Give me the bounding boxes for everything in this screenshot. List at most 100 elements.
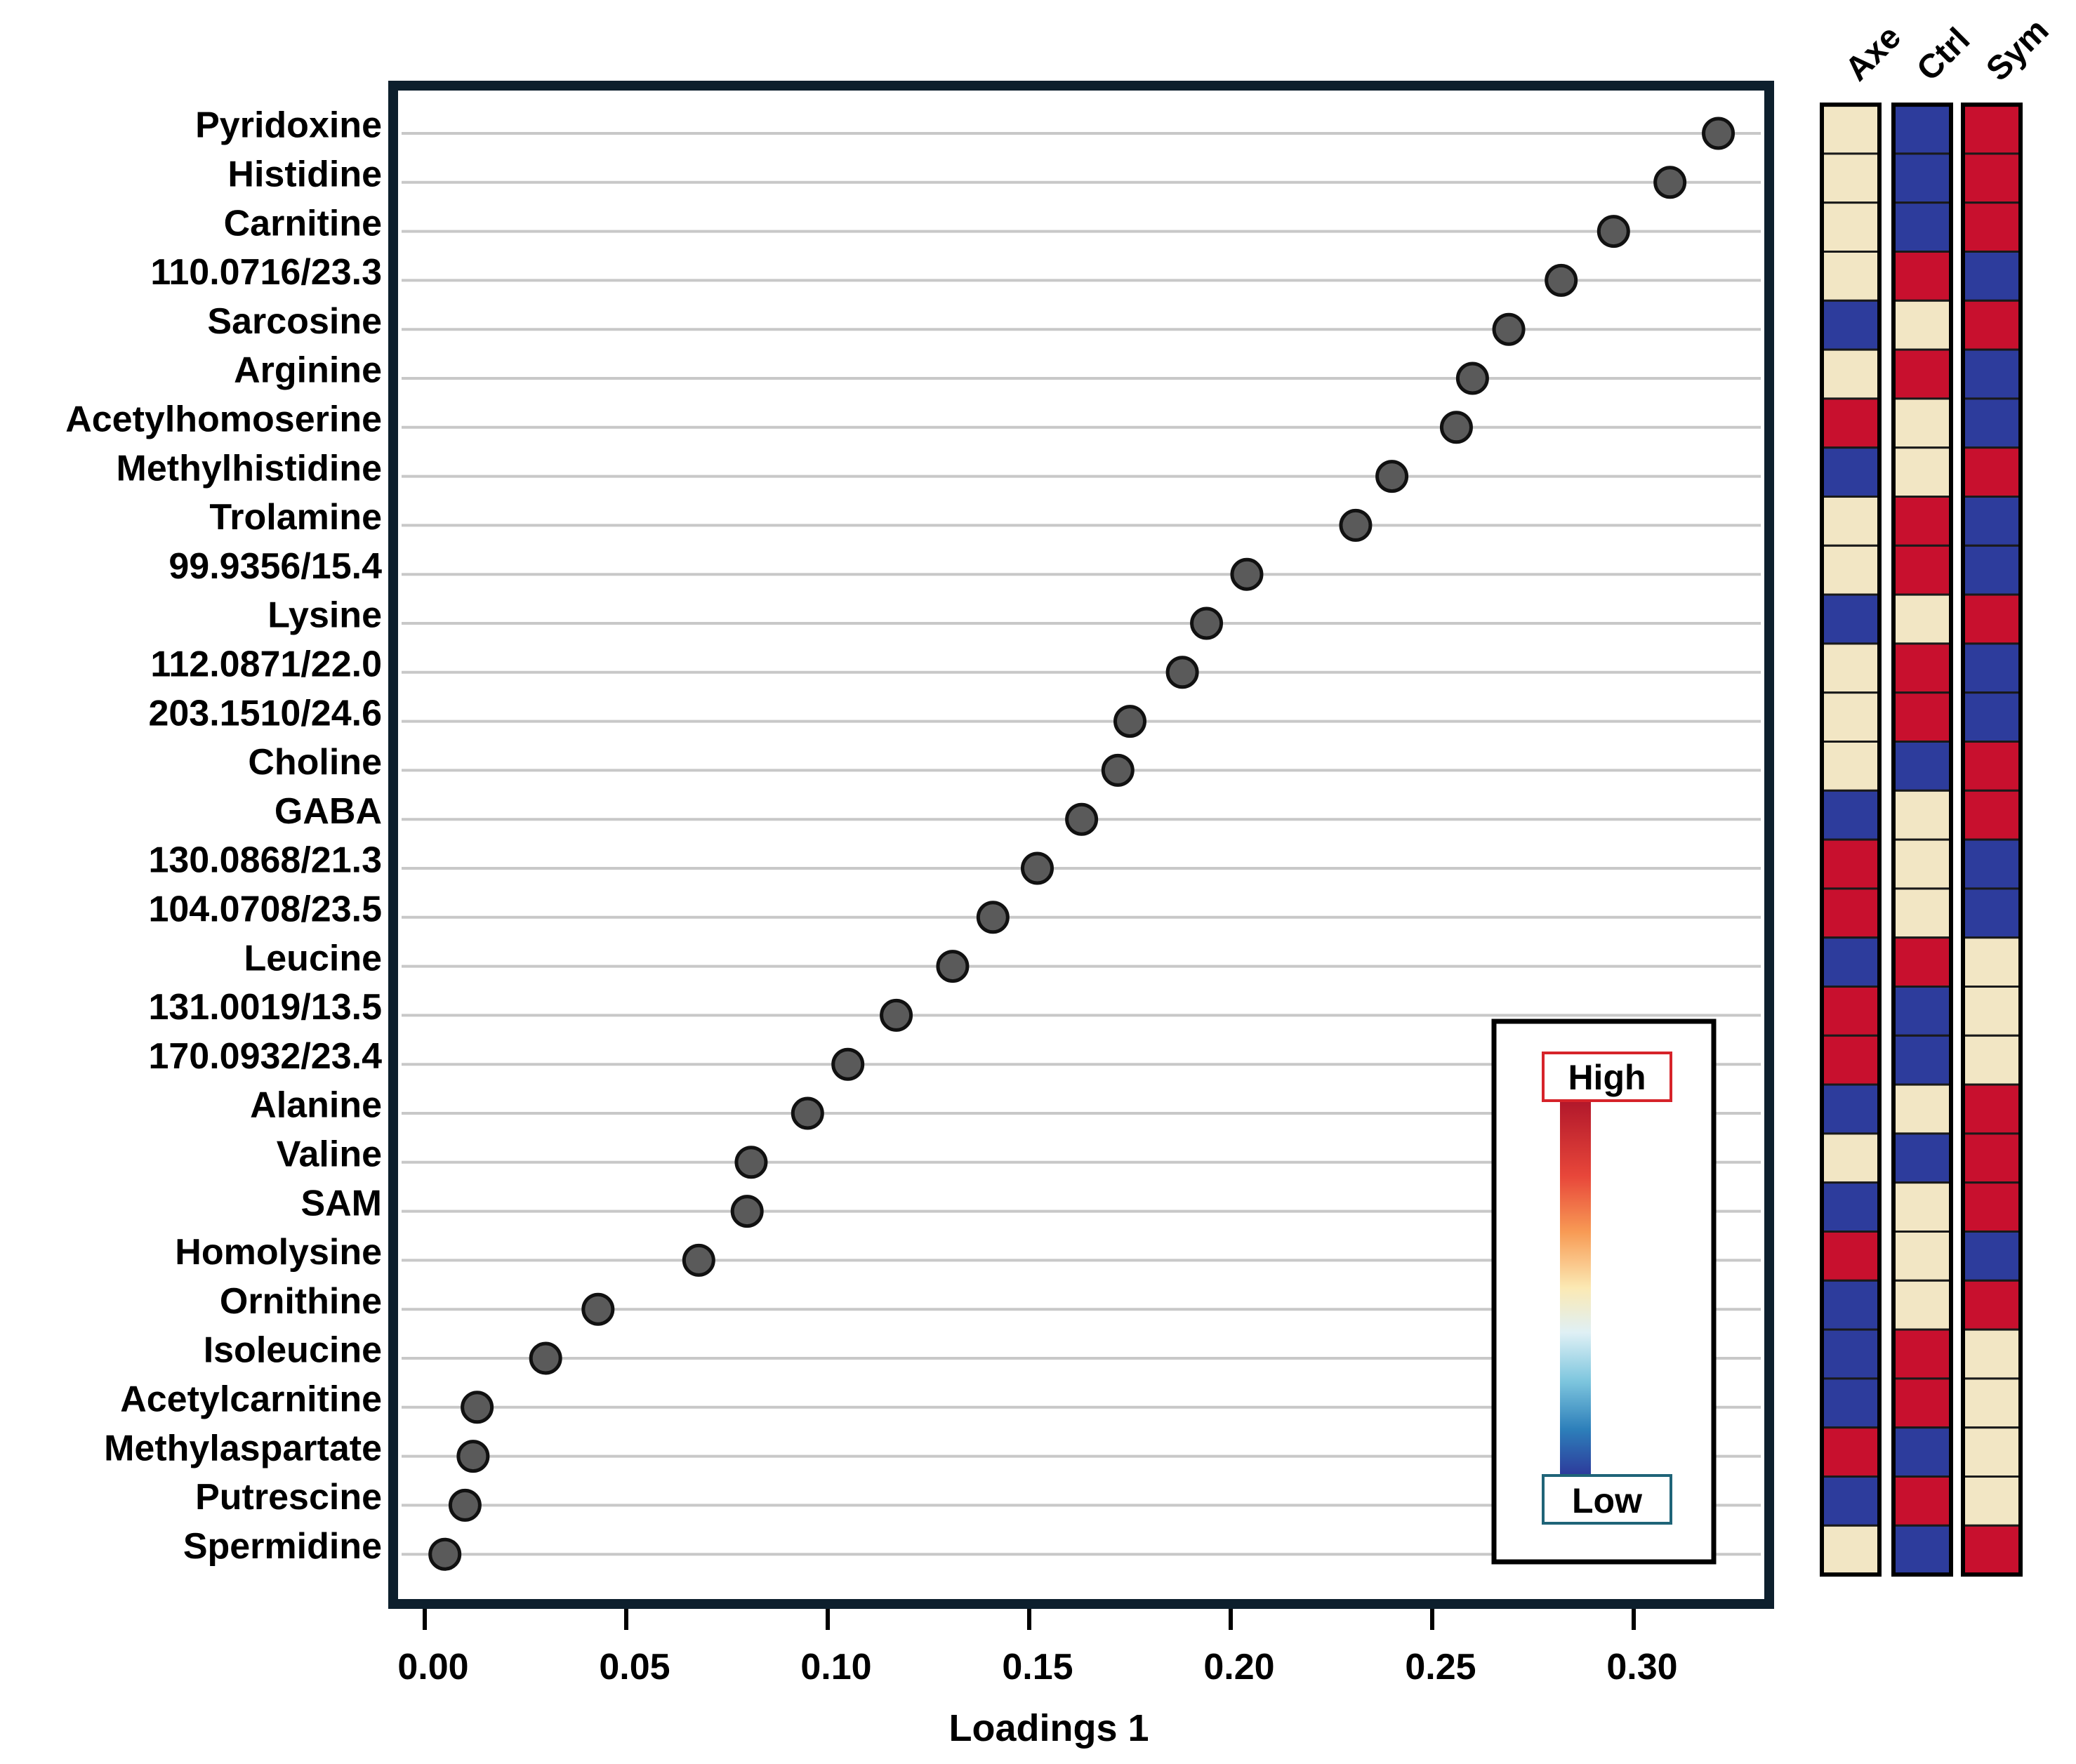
heatmap-cell: [1892, 348, 1952, 400]
heatmap-cell: [1820, 593, 1881, 645]
group-label: Axe: [1838, 18, 1908, 88]
heatmap-cell: [1820, 201, 1881, 253]
metabolite-label: Choline: [248, 742, 382, 783]
heatmap-cell: [1892, 936, 1952, 988]
data-point: [1020, 851, 1054, 885]
heatmap-column-frame: [1891, 102, 1953, 1577]
data-point: [1545, 263, 1578, 297]
x-tick-label: 0.30: [1606, 1647, 1677, 1687]
heatmap-cell: [1962, 1524, 2022, 1576]
heatmap-cell: [1892, 1083, 1952, 1135]
heatmap-cell: [1962, 1328, 2022, 1380]
heatmap-cell: [1962, 1132, 2022, 1184]
heatmap-cell: [1962, 103, 2022, 155]
heatmap-cell: [1962, 838, 2022, 890]
data-point: [831, 1047, 865, 1081]
metabolite-label: 130.0868/21.3: [148, 840, 382, 881]
x-axis-title: Loadings 1: [948, 1707, 1149, 1749]
heatmap-cell: [1820, 446, 1881, 498]
heatmap-cell: [1892, 1279, 1952, 1331]
heatmap-cell: [1962, 936, 2022, 988]
metabolite-label: Lysine: [267, 595, 382, 636]
metabolite-label: GABA: [275, 791, 382, 832]
heatmap-cell: [1820, 1181, 1881, 1233]
heatmap-cell: [1962, 1181, 2022, 1233]
heatmap-cell: [1962, 1475, 2022, 1527]
metabolite-label: Methylaspartate: [104, 1428, 382, 1468]
metabolite-label: Carnitine: [224, 203, 382, 244]
heatmap-cell: [1820, 1279, 1881, 1331]
metabolite-label: SAM: [300, 1183, 382, 1223]
heatmap-cell: [1892, 103, 1952, 155]
data-point: [1190, 606, 1224, 640]
heatmap-cell: [1820, 1475, 1881, 1527]
metabolite-label: Alanine: [250, 1085, 382, 1126]
metabolite-label: Arginine: [234, 350, 382, 391]
metabolite-label: Trolamine: [209, 497, 382, 538]
heatmap-cell: [1892, 887, 1952, 939]
metabolite-label: Sarcosine: [207, 301, 382, 342]
heatmap-cell: [1892, 838, 1952, 890]
heatmap-cell: [1820, 642, 1881, 694]
metabolite-labels: Pyridoxine Histidine Carnitine 110.0716/23.…: [65, 105, 382, 1567]
heatmap-cell: [1892, 1426, 1952, 1478]
data-point: [1455, 362, 1489, 395]
heatmap-cell: [1892, 1524, 1952, 1576]
data-point: [581, 1292, 615, 1326]
metabolite-label: Acetylhomoserine: [65, 399, 382, 440]
data-point: [1230, 557, 1264, 591]
data-points: [428, 117, 1735, 1571]
heatmap-cell: [1962, 496, 2022, 547]
legend-low-box: [1542, 1474, 1672, 1525]
heatmap-column-frame: [1961, 102, 2023, 1577]
data-point: [730, 1195, 764, 1228]
heatmap-cell: [1962, 1231, 2022, 1282]
data-point: [1492, 312, 1526, 346]
metabolite-label: 104.0708/23.5: [148, 889, 382, 930]
heatmap-cell: [1892, 152, 1952, 204]
heatmap-cell: [1892, 1231, 1952, 1282]
heatmap-cell: [1820, 986, 1881, 1037]
data-point: [1101, 753, 1135, 787]
heatmap-cell: [1892, 446, 1952, 498]
x-tick-label: 0.25: [1405, 1647, 1476, 1687]
x-tick-label: 0.20: [1203, 1647, 1274, 1687]
metabolite-label: 99.9356/15.4: [168, 546, 382, 587]
metabolite-label: Isoleucine: [204, 1330, 382, 1371]
heatmap-cell: [1820, 691, 1881, 743]
metabolite-label: Ornithine: [220, 1281, 382, 1322]
x-axis: 0.00 0.05 0.10 0.15 0.20 0.25 0.30: [397, 1609, 1678, 1687]
group-label: Ctrl: [1910, 21, 1977, 88]
heatmap-cell: [1892, 1475, 1952, 1527]
heatmap-cell: [1892, 1132, 1952, 1184]
legend-box: [1491, 1019, 1717, 1565]
plot-frame: [388, 81, 1774, 1609]
heatmap-cell: [1892, 1034, 1952, 1086]
x-tick-label: 0.15: [1002, 1647, 1073, 1687]
heatmap-cell: [1820, 348, 1881, 400]
data-point: [456, 1440, 490, 1473]
heatmap-cell: [1820, 152, 1881, 204]
heatmap-cell: [1892, 544, 1952, 596]
heatmap-cell: [1820, 936, 1881, 988]
data-point: [1165, 656, 1199, 689]
heatmap-cell: [1892, 397, 1952, 449]
group-labels: Axe Ctrl Sym: [1838, 12, 2056, 88]
data-point: [448, 1488, 482, 1522]
heatmap-cell: [1962, 1279, 2022, 1331]
metabolite-label: 170.0932/23.4: [148, 1036, 382, 1077]
heatmap-cell: [1820, 1083, 1881, 1135]
metabolite-label: Homolysine: [175, 1232, 382, 1273]
heatmap-cell: [1962, 348, 2022, 400]
heatmap-cell: [1962, 1426, 2022, 1478]
heatmap-cell: [1962, 446, 2022, 498]
heatmap-cell: [1820, 887, 1881, 939]
heatmap-cell: [1892, 251, 1952, 302]
heatmap-cell: [1820, 838, 1881, 890]
heatmap-cell: [1892, 1181, 1952, 1233]
data-point: [1065, 802, 1099, 836]
metabolite-label: 112.0871/22.0: [150, 644, 382, 685]
metabolite-label: Leucine: [244, 938, 383, 979]
metabolite-label: Spermidine: [183, 1526, 382, 1567]
x-tick-label: 0.00: [397, 1647, 468, 1687]
